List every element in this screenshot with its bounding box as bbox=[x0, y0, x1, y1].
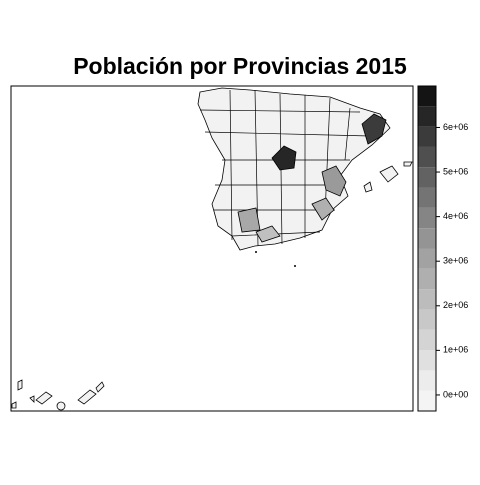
colorbar-tick-label: 6e+06 bbox=[443, 122, 468, 132]
colorbar-level bbox=[418, 86, 436, 107]
colorbar-level bbox=[418, 106, 436, 127]
ibiza bbox=[363, 181, 373, 193]
colorbar-tick-label: 4e+06 bbox=[443, 211, 468, 221]
colorbar-level bbox=[418, 167, 436, 188]
colorbar-tick-label: 3e+06 bbox=[443, 256, 468, 266]
melilla bbox=[294, 265, 296, 267]
colorbar-level bbox=[418, 228, 436, 249]
colorbar-tick-label: 2e+06 bbox=[443, 300, 468, 310]
colorbar-level bbox=[418, 268, 436, 290]
ceuta bbox=[255, 251, 257, 253]
canary-4 bbox=[56, 401, 66, 411]
alicante bbox=[311, 197, 335, 221]
spain-map bbox=[11, 87, 413, 411]
colorbar-level bbox=[418, 309, 436, 330]
canary-3 bbox=[29, 395, 35, 403]
barcelona bbox=[361, 113, 387, 145]
map-panel bbox=[10, 85, 414, 412]
colorbar-tick-label: 1e+06 bbox=[443, 345, 468, 355]
colorbar-frame bbox=[417, 85, 437, 412]
colorbar-level bbox=[418, 370, 436, 391]
malaga bbox=[255, 225, 281, 243]
colorbar-level bbox=[418, 248, 436, 269]
valencia bbox=[321, 165, 347, 197]
menorca bbox=[403, 161, 413, 167]
colorbar-level bbox=[418, 350, 436, 371]
canary-5 bbox=[77, 389, 97, 405]
mainland bbox=[197, 87, 391, 251]
colorbar-level bbox=[418, 329, 436, 351]
colorbar-level bbox=[418, 207, 436, 229]
colorbar-level bbox=[418, 390, 436, 411]
canary-7 bbox=[11, 401, 17, 409]
canary-1 bbox=[17, 379, 23, 391]
colorbar-level bbox=[418, 187, 436, 208]
map-title: Población por Provincias 2015 bbox=[73, 53, 407, 79]
colorbar-tick-label: 5e+06 bbox=[443, 166, 468, 176]
colorbar-tick-label: 0e+00 bbox=[443, 389, 468, 399]
canary-6 bbox=[95, 381, 105, 393]
colorbar-level bbox=[418, 126, 436, 147]
sevilla bbox=[237, 207, 261, 233]
madrid bbox=[271, 145, 297, 171]
colorbar-level bbox=[418, 146, 436, 168]
mallorca bbox=[379, 165, 399, 183]
canary-2 bbox=[35, 391, 53, 405]
colorbar-level bbox=[418, 289, 436, 310]
